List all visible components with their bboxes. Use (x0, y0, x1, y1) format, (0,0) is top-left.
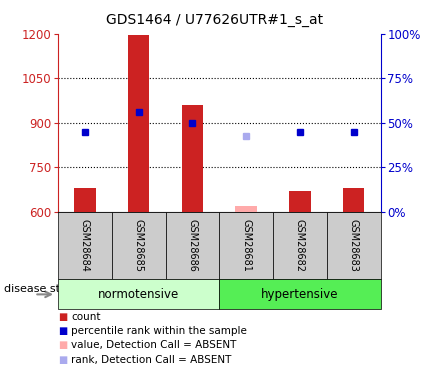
Text: ■: ■ (58, 355, 68, 364)
Text: ■: ■ (58, 312, 68, 322)
Text: GSM28686: GSM28686 (187, 219, 197, 272)
Text: normotensive: normotensive (98, 288, 179, 301)
Bar (128, 35, 150, 212)
Text: GSM28681: GSM28681 (241, 219, 251, 272)
Text: ■: ■ (58, 340, 68, 350)
Text: GSM28684: GSM28684 (80, 219, 90, 272)
Bar (289, 191, 310, 212)
Bar (74, 188, 96, 212)
Text: percentile rank within the sample: percentile rank within the sample (71, 326, 247, 336)
Text: hypertensive: hypertensive (261, 288, 339, 301)
Bar (182, 105, 203, 212)
Bar (236, 206, 257, 212)
Text: ■: ■ (58, 326, 68, 336)
Text: rank, Detection Call = ABSENT: rank, Detection Call = ABSENT (71, 355, 231, 364)
Text: count: count (71, 312, 101, 322)
Text: disease state: disease state (4, 284, 78, 294)
Text: GSM28682: GSM28682 (295, 219, 305, 272)
Text: GDS1464 / U77626UTR#1_s_at: GDS1464 / U77626UTR#1_s_at (107, 13, 323, 27)
Bar (343, 188, 365, 212)
Text: GSM28685: GSM28685 (134, 219, 144, 272)
Text: GSM28683: GSM28683 (349, 219, 359, 272)
Text: value, Detection Call = ABSENT: value, Detection Call = ABSENT (71, 340, 236, 350)
